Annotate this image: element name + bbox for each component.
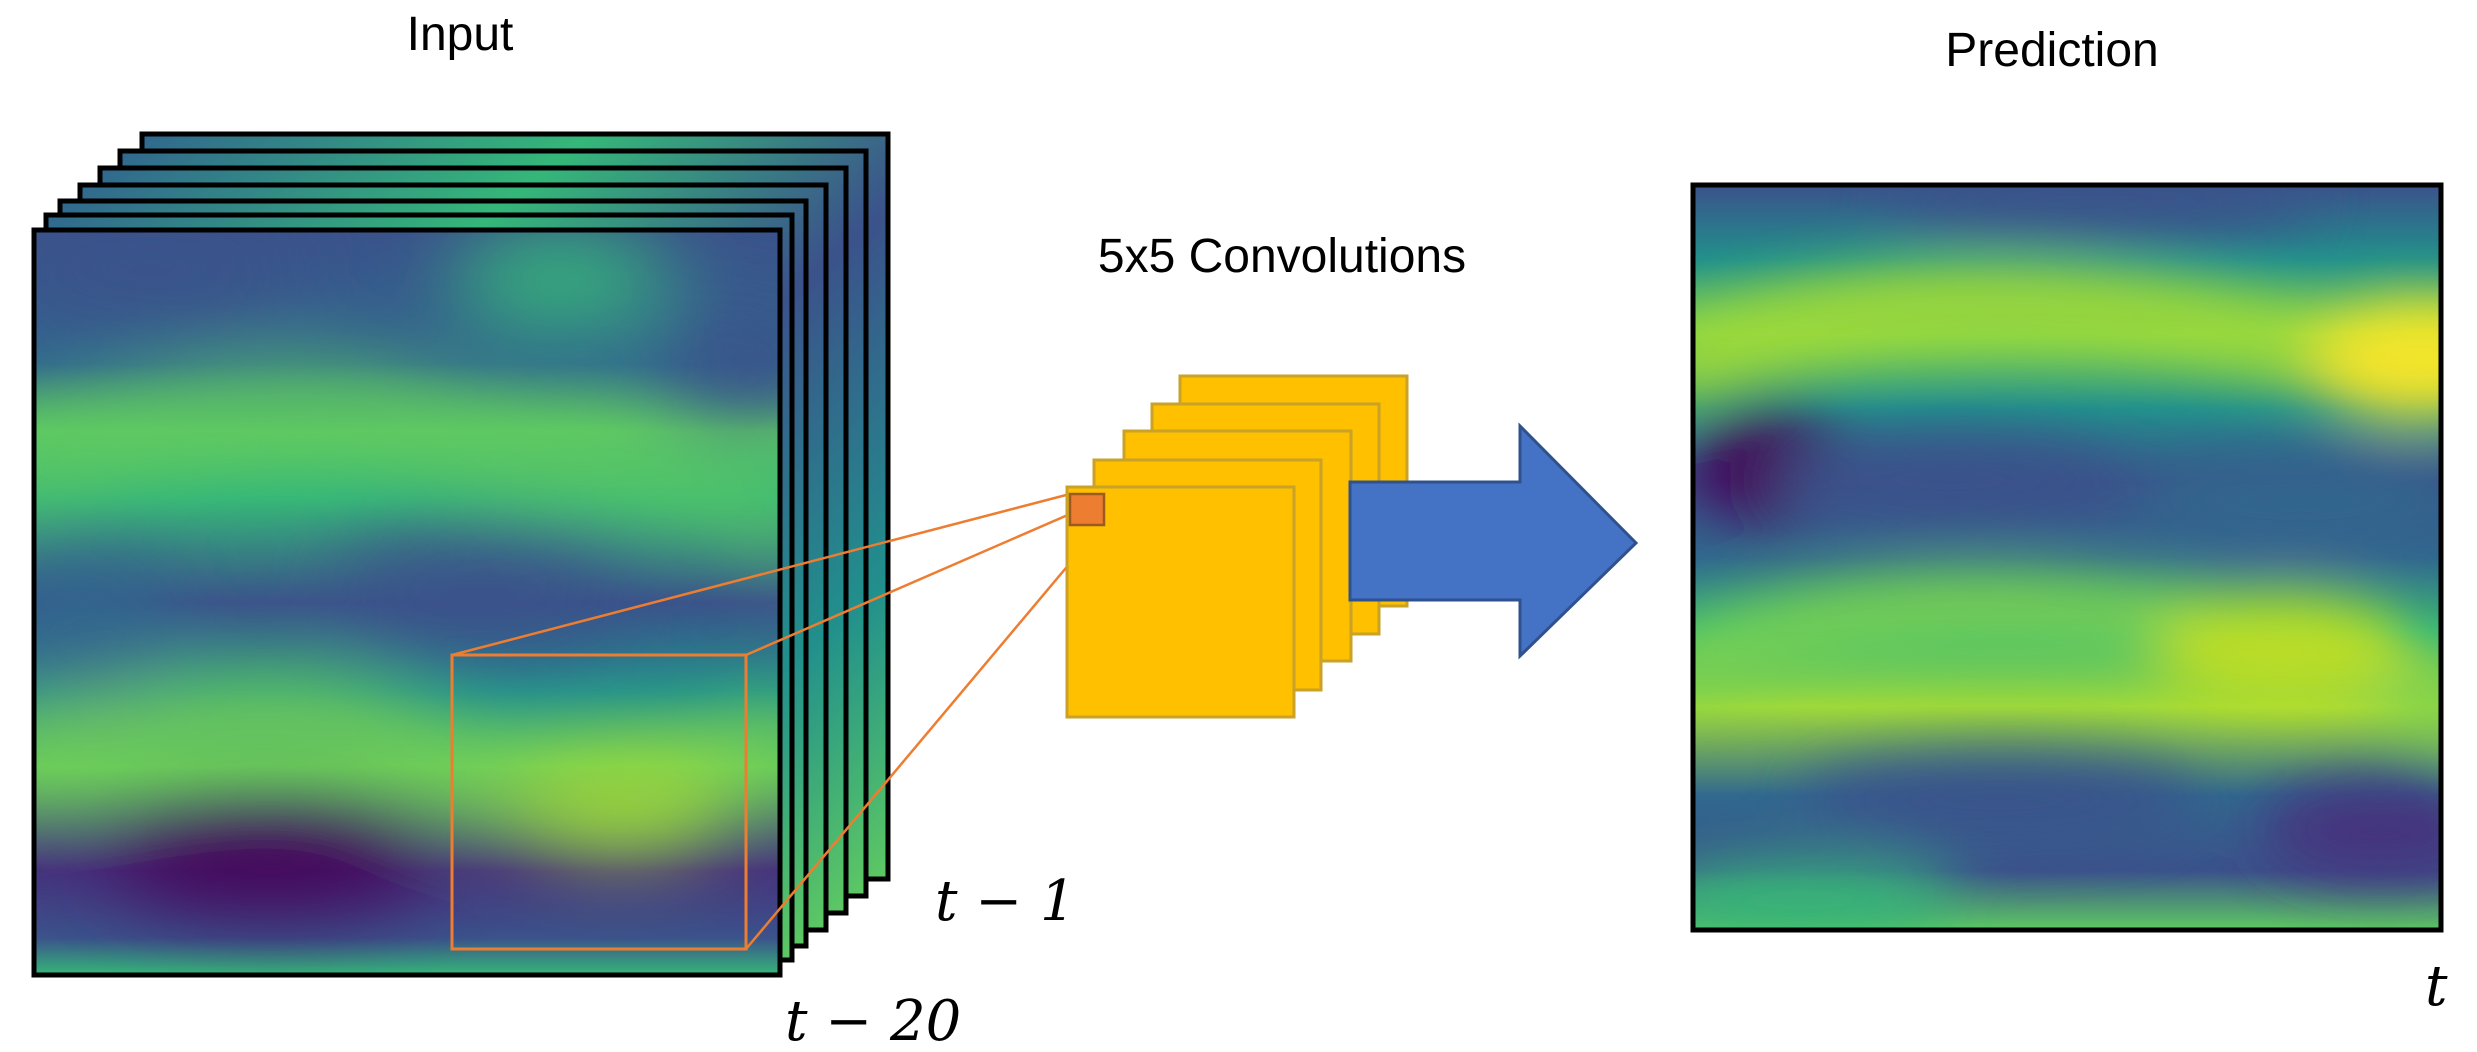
receptive-field-box	[450, 653, 748, 951]
t-minus-20-label: t − 20	[785, 989, 961, 1052]
t-label: t	[2425, 954, 2448, 1019]
t-minus-1-label: t − 1	[935, 869, 1076, 934]
kernel-highlight-cell	[1068, 492, 1106, 527]
input-frame-stack	[31, 131, 891, 978]
input-frame-front	[31, 227, 783, 978]
convolutions-title: 5x5 Convolutions	[1098, 230, 1466, 283]
prediction-frame	[1690, 182, 2444, 933]
output-arrow	[1348, 422, 1639, 660]
receptive-field-connectors	[451, 492, 1103, 950]
prediction-title: Prediction	[1945, 24, 2158, 77]
input-title: Input	[407, 8, 514, 61]
